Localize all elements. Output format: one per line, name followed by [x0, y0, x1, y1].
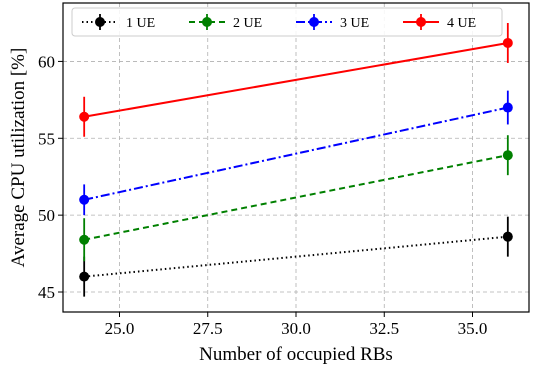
legend-item: 2 UE	[189, 14, 262, 31]
y-axis-label: Average CPU utilization [%]	[8, 48, 29, 268]
legend-label: 3 UE	[340, 16, 369, 31]
y-tick-label: 50	[38, 206, 55, 225]
data-point	[79, 111, 90, 122]
data-point	[79, 234, 90, 245]
legend-item: 3 UE	[296, 14, 369, 31]
legend-label: 4 UE	[447, 16, 476, 31]
series-4	[79, 22, 513, 137]
legend-swatch-marker	[95, 17, 105, 27]
ticks: 25.0 27.5 30.0 32.5 35.0 45 50 55 60	[38, 52, 487, 338]
data-point	[79, 271, 90, 282]
series-layer	[79, 22, 513, 297]
x-tick-label: 25.0	[105, 319, 135, 338]
data-point	[502, 150, 513, 161]
series-line	[83, 106, 509, 201]
series-1	[79, 216, 513, 297]
series-3	[79, 90, 513, 216]
series-line	[84, 235, 508, 278]
x-axis-label: Number of occupied RBs	[199, 344, 393, 365]
legend: 1 UE 2 UE 3 UE 4 UE	[71, 7, 503, 37]
x-tick-label: 30.0	[281, 319, 311, 338]
series-line	[84, 41, 508, 118]
data-point	[502, 231, 513, 242]
legend-swatch-marker	[202, 17, 212, 27]
legend-label: 1 UE	[126, 16, 155, 31]
legend-swatch-marker	[416, 17, 426, 27]
legend-item: 4 UE	[403, 14, 476, 31]
x-tick-label: 35.0	[458, 319, 488, 338]
data-point	[502, 37, 513, 48]
legend-box	[71, 7, 503, 37]
series-line	[83, 154, 509, 241]
legend-item: 1 UE	[82, 14, 155, 31]
grid	[63, 3, 529, 312]
legend-label: 2 UE	[233, 16, 262, 31]
y-tick-label: 45	[38, 283, 55, 302]
x-tick-label: 32.5	[369, 319, 399, 338]
data-point	[79, 194, 90, 205]
series-2	[79, 135, 513, 262]
x-tick-label: 27.5	[193, 319, 223, 338]
data-point	[502, 102, 513, 113]
y-tick-label: 60	[38, 52, 55, 71]
y-tick-label: 55	[38, 129, 55, 148]
legend-swatch-marker	[309, 17, 319, 27]
